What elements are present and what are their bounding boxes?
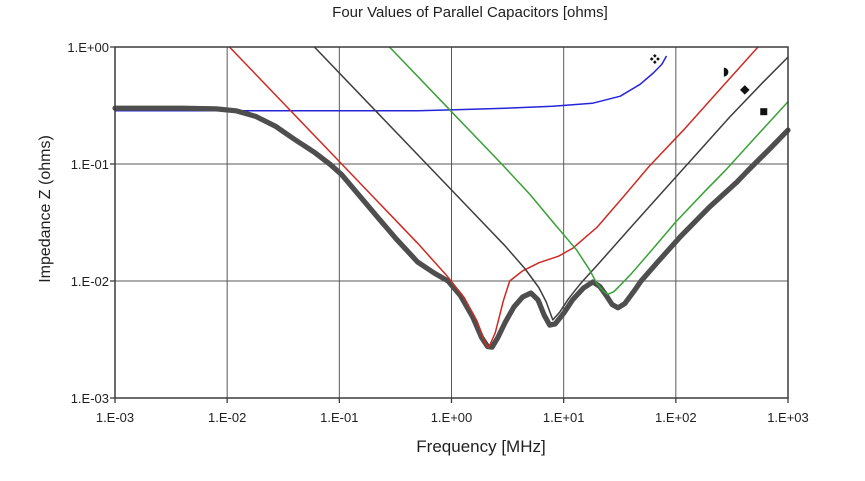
x-tick-label: 1.E+03 (767, 410, 809, 425)
marker-half-circle-right (723, 67, 729, 77)
marker-half-circle-body (723, 67, 729, 77)
marker-square (760, 108, 768, 116)
series-red-capacitor-line (228, 46, 759, 349)
y-tick-label: 1.E+00 (67, 40, 109, 55)
chart-title: Four Values of Parallel Capacitors [ohms… (332, 4, 608, 21)
x-tick-label: 1.E+00 (430, 410, 473, 425)
x-tick-label: 1.E+02 (655, 410, 697, 425)
marker-diamond-x (649, 53, 660, 64)
x-tick-label: 1.E-01 (320, 410, 359, 425)
x-axis-title: Frequency [MHz] (416, 437, 546, 456)
marker-square-body (760, 108, 768, 116)
y-tick-label: 1.E-01 (70, 157, 109, 172)
x-tick-label: 1.E-02 (208, 410, 247, 425)
series-black-capacitor-line (313, 46, 789, 321)
y-tick-label: 1.E-03 (70, 391, 109, 406)
marker-diamond (740, 85, 750, 95)
marker-diamond-body (740, 85, 750, 95)
series-gray-parallel-combination-line (112, 105, 791, 350)
y-tick-label: 1.E-02 (70, 274, 109, 289)
x-tick-label: 1.E-03 (95, 410, 135, 425)
series-blue-flat-capacitor-line (114, 55, 667, 112)
marker-diamond-x-cut (650, 54, 660, 64)
series-green-capacitor-line (388, 46, 789, 296)
x-tick-label: 1.E+01 (542, 410, 585, 425)
